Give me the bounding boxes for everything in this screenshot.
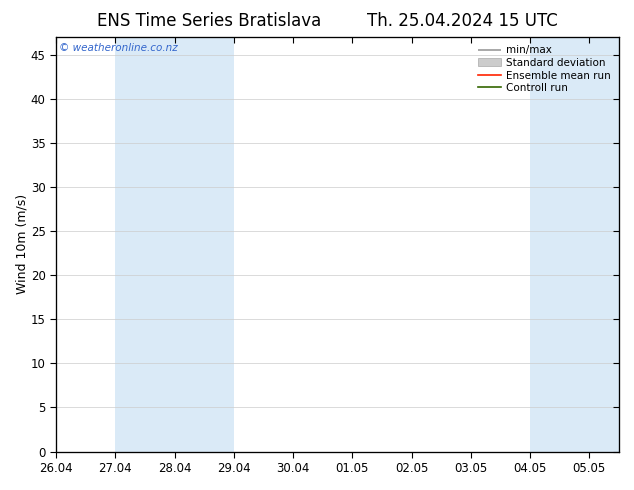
Text: ENS Time Series Bratislava: ENS Time Series Bratislava [97, 12, 321, 30]
Y-axis label: Wind 10m (m/s): Wind 10m (m/s) [15, 194, 28, 294]
Bar [115, 37, 234, 452]
Text: Th. 25.04.2024 15 UTC: Th. 25.04.2024 15 UTC [368, 12, 558, 30]
Text: © weatheronline.co.nz: © weatheronline.co.nz [59, 43, 178, 53]
Legend: min/max, Standard deviation, Ensemble mean run, Controll run: min/max, Standard deviation, Ensemble me… [475, 42, 614, 97]
Bar [530, 37, 619, 452]
